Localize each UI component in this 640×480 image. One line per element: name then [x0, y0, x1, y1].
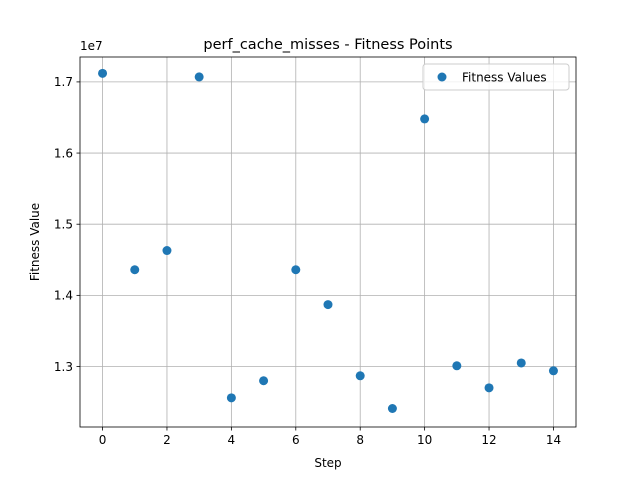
data-point	[484, 383, 494, 393]
y-axis-label: Fitness Value	[28, 203, 42, 281]
data-point	[452, 361, 462, 371]
data-point	[548, 366, 558, 376]
legend: Fitness Values	[422, 63, 570, 91]
data-point	[130, 265, 140, 275]
y-tick-label: 1.3	[54, 360, 73, 374]
data-point	[355, 371, 365, 381]
data-points	[98, 68, 558, 413]
y-tick-label: 1.4	[54, 289, 73, 303]
y-tick-label: 1.5	[54, 218, 73, 232]
y-tick-label: 1.7	[54, 75, 73, 89]
data-point	[323, 300, 333, 310]
data-point	[516, 358, 526, 368]
data-point	[420, 114, 430, 124]
x-tick-label: 8	[356, 433, 364, 447]
chart-title: perf_cache_misses - Fitness Points	[203, 37, 452, 53]
legend-entry-fitness-values: Fitness Values	[462, 70, 547, 84]
x-tick-label: 2	[163, 433, 171, 447]
x-tick-label: 10	[417, 433, 432, 447]
y-offset-label: 1e7	[80, 39, 103, 53]
legend-box	[422, 63, 570, 91]
grid	[80, 57, 576, 427]
data-point	[387, 404, 397, 413]
x-tick-label: 6	[292, 433, 300, 447]
data-point	[259, 376, 269, 386]
legend-marker	[437, 72, 447, 82]
data-point	[291, 265, 301, 275]
data-point	[194, 72, 204, 82]
x-tick-label: 14	[546, 433, 561, 447]
x-tick-label: 12	[481, 433, 496, 447]
x-tick-label: 0	[99, 433, 107, 447]
y-tick-label: 1.6	[54, 146, 73, 160]
data-point	[162, 246, 172, 256]
ticks: 0 2 4 6 8 10 12 14 1.3 1.4 1.5 1.6 1.7	[54, 75, 561, 447]
x-axis-label: Step	[314, 456, 341, 470]
data-point	[226, 393, 236, 403]
plot-frame	[79, 56, 577, 428]
x-tick-label: 4	[228, 433, 236, 447]
data-point	[98, 68, 108, 78]
